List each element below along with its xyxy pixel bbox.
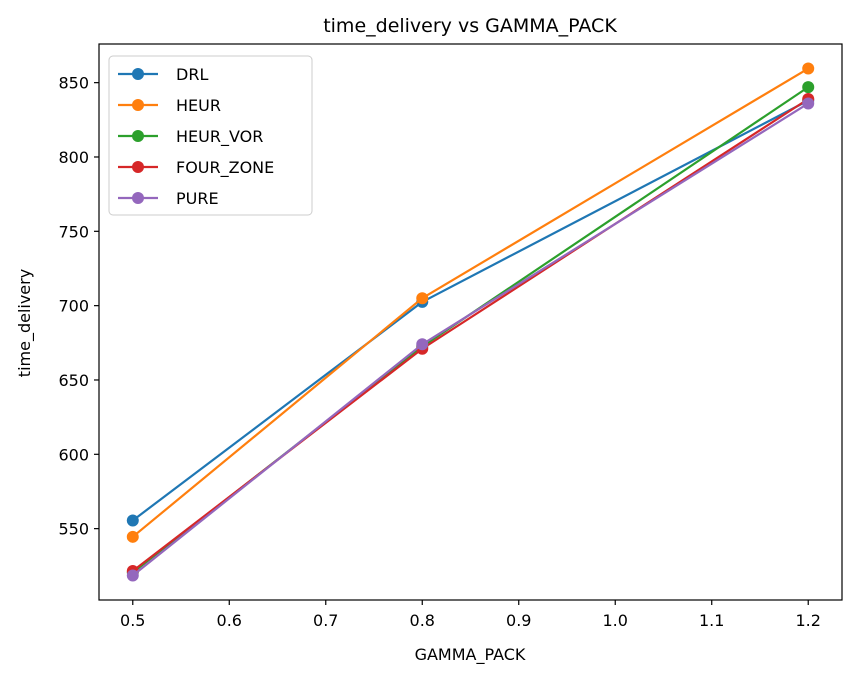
x-tick-label: 0.5 [120, 611, 145, 630]
legend-box [108, 55, 313, 216]
data-point-pure [802, 97, 815, 110]
data-point-pure [416, 338, 429, 351]
legend-marker [132, 130, 144, 142]
data-point-drl [126, 514, 139, 527]
x-axis-ticks: 0.5 0.6 0.7 0.8 0.9 1.0 1.1 1.2 [120, 600, 821, 630]
legend-entry-heur-vor: HEUR_VOR [118, 127, 263, 147]
legend-marker [132, 161, 144, 173]
legend-label: PURE [176, 189, 219, 208]
legend-entry-heur: HEUR [118, 96, 221, 115]
data-point-heur [416, 292, 429, 305]
chart-title: time_delivery vs GAMMA_PACK [323, 15, 617, 37]
legend-marker [132, 192, 144, 204]
legend-marker [132, 99, 144, 111]
x-tick-label: 0.7 [313, 611, 338, 630]
legend-entry-pure: PURE [118, 189, 219, 208]
legend-label: FOUR_ZONE [176, 158, 274, 178]
y-tick-label: 800 [58, 148, 89, 167]
y-axis-label: time_delivery [15, 269, 35, 377]
x-tick-label: 0.8 [410, 611, 435, 630]
y-tick-label: 850 [58, 74, 89, 93]
series-heur [126, 62, 815, 543]
x-tick-label: 0.9 [506, 611, 531, 630]
data-point-heur [802, 62, 815, 75]
x-axis-label: GAMMA_PACK [415, 645, 526, 665]
y-tick-label: 550 [58, 520, 89, 539]
legend-entry-four-zone: FOUR_ZONE [118, 158, 274, 178]
legend-label: HEUR [176, 96, 221, 115]
series-pure [126, 97, 815, 582]
data-point-heur-vor [802, 81, 815, 94]
series-layer [126, 62, 815, 582]
x-tick-label: 1.0 [603, 611, 628, 630]
legend-entry-drl: DRL [118, 65, 208, 84]
x-tick-label: 1.1 [699, 611, 724, 630]
x-tick-label: 1.2 [796, 611, 821, 630]
plot-frame [98, 43, 843, 601]
y-tick-label: 750 [58, 222, 89, 241]
legend-marker [132, 68, 144, 80]
x-tick-label: 0.6 [217, 611, 242, 630]
legend-label: HEUR_VOR [176, 127, 263, 147]
y-tick-label: 600 [58, 445, 89, 464]
y-tick-label: 650 [58, 371, 89, 390]
legend: DRL HEUR HEUR_VOR FOUR_ZONE PURE [108, 55, 313, 216]
legend-label: DRL [176, 65, 208, 84]
data-point-heur [126, 530, 139, 543]
y-axis-ticks: 550 600 650 700 750 800 850 [58, 74, 99, 539]
data-point-pure [126, 569, 139, 582]
y-tick-label: 700 [58, 297, 89, 316]
